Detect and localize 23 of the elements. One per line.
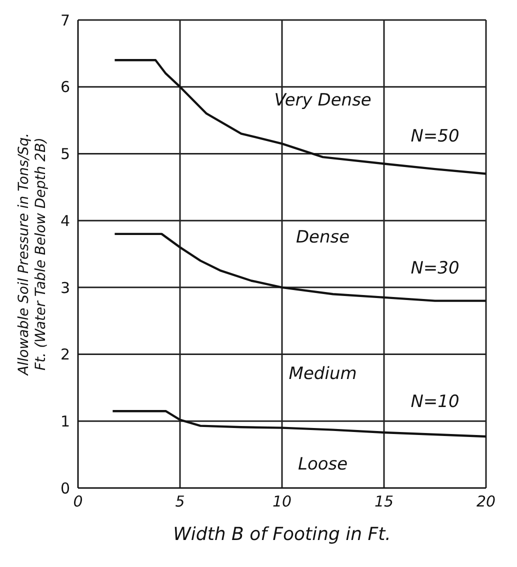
x-tick-label: 10: [272, 492, 292, 511]
annotation: Loose: [298, 454, 348, 475]
x-tick-label: 5: [175, 492, 185, 511]
y-tick-label: 6: [60, 78, 70, 96]
annotation: Dense: [296, 228, 350, 248]
y-tick-label: 7: [60, 11, 70, 30]
line-series: [114, 59, 486, 175]
y-tick-label: 1: [60, 412, 70, 430]
y-tick-label: 4: [60, 212, 70, 230]
x-tick-label: 20: [476, 492, 496, 511]
y-tick-label: 0: [60, 479, 70, 498]
x-axis-title: Width B of Footing in Ft.: [173, 524, 391, 545]
series-label: N=50: [410, 126, 460, 147]
y-tick-label: 3: [60, 278, 70, 297]
line-series: [112, 410, 486, 438]
series-label: N=30: [410, 258, 460, 278]
y-tick-label: 5: [60, 145, 70, 164]
y-tick-label: 2: [60, 346, 70, 364]
series-label: N=10: [410, 392, 460, 412]
y-axis-title: Allowable Soil Pressure in Tons/Sq. Ft. (Water Table Below Depth 2B): [16, 132, 49, 376]
annotation: Medium: [288, 364, 357, 384]
x-tick-label: 0: [73, 492, 83, 511]
x-tick-label: 15: [374, 492, 394, 511]
